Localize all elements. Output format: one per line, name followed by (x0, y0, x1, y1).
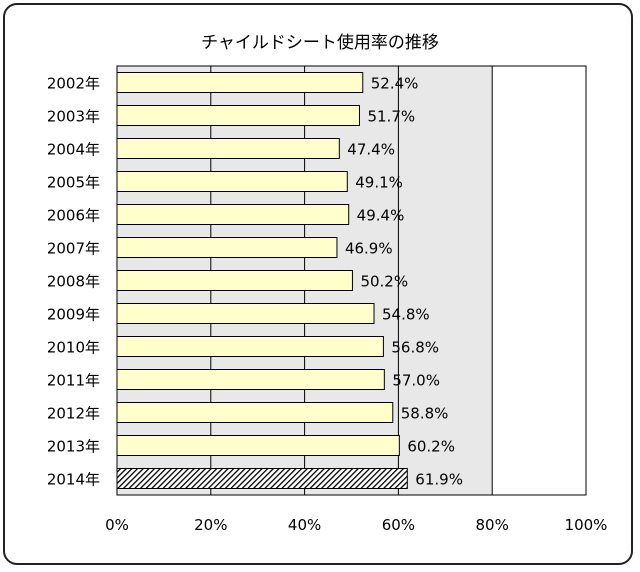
x-tick-label: 20% (194, 516, 227, 534)
x-tick-label: 60% (382, 516, 415, 534)
bar (116, 204, 350, 225)
chart-title: チャイルドシート使用率の推移 (201, 33, 439, 53)
category-label: 2012年 (47, 405, 100, 423)
bar (116, 171, 348, 192)
category-label: 2008年 (47, 273, 100, 291)
x-tick-label: 80% (476, 516, 509, 534)
value-label: 61.9% (415, 471, 463, 489)
bar (116, 369, 385, 390)
category-label: 2010年 (47, 339, 100, 357)
bar (116, 402, 394, 423)
bar (116, 336, 384, 357)
category-label: 2003年 (47, 108, 100, 126)
category-labels: 2002年 2003年 2004年 2005年 2006年 2007年 2008年 2009年… (47, 75, 100, 489)
bar (116, 270, 353, 291)
category-label: 2014年 (47, 471, 100, 489)
category-label: 2011年 (47, 372, 100, 390)
value-label: 56.8% (391, 339, 439, 357)
bar (116, 468, 408, 489)
value-label: 49.1% (355, 174, 403, 192)
category-label: 2005年 (47, 174, 100, 192)
bar (116, 138, 340, 159)
value-label: 51.7% (367, 108, 415, 126)
value-label: 46.9% (345, 240, 393, 258)
value-label: 49.4% (357, 207, 405, 225)
bar (116, 303, 375, 324)
category-label: 2009年 (47, 306, 100, 324)
bars (116, 72, 408, 489)
bar (116, 72, 364, 93)
value-labels: 52.4% 51.7% 47.4% 49.1% 49.4% 46.9% 50.2% 54.8%… (345, 75, 463, 489)
value-label: 47.4% (347, 141, 395, 159)
value-label: 58.8% (401, 405, 449, 423)
value-label: 50.2% (360, 273, 408, 291)
x-tick-label: 0% (105, 516, 129, 534)
value-label: 52.4% (371, 75, 419, 93)
bar (116, 105, 360, 126)
bar (116, 237, 338, 258)
category-label: 2007年 (47, 240, 100, 258)
plot-bg-white (492, 66, 586, 495)
value-label: 60.2% (407, 438, 455, 456)
x-tick-label: 40% (288, 516, 321, 534)
x-tick-labels: 0% 20% 40% 60% 80% 100% (105, 516, 607, 534)
category-label: 2006年 (47, 207, 100, 225)
category-label: 2013年 (47, 438, 100, 456)
category-label: 2004年 (47, 141, 100, 159)
value-label: 57.0% (392, 372, 440, 390)
value-label: 54.8% (382, 306, 430, 324)
bar (116, 435, 400, 456)
category-label: 2002年 (47, 75, 100, 93)
x-tick-label: 100% (565, 516, 608, 534)
